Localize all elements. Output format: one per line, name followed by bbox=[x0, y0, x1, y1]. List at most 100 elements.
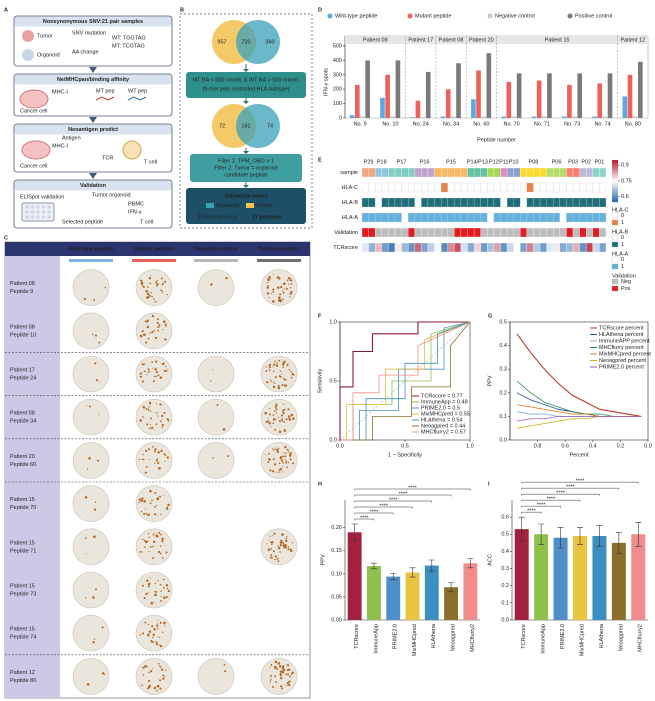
y-tick-label: 500 bbox=[333, 43, 342, 49]
spot bbox=[150, 625, 154, 628]
row-label: Patient 15 bbox=[10, 627, 35, 633]
y-tick-label: 0.5 bbox=[501, 532, 509, 538]
colorbar-segment bbox=[612, 187, 618, 190]
spot bbox=[149, 545, 152, 548]
spot bbox=[272, 370, 275, 373]
sample-cell bbox=[526, 167, 534, 178]
heat-cell bbox=[447, 182, 455, 193]
spot bbox=[152, 540, 156, 543]
bar bbox=[567, 84, 572, 118]
spot bbox=[265, 370, 267, 372]
spot bbox=[104, 673, 106, 676]
spot bbox=[149, 489, 151, 491]
spot bbox=[144, 363, 146, 365]
spot bbox=[144, 333, 147, 336]
bar bbox=[424, 565, 439, 620]
spot bbox=[156, 624, 159, 627]
colorbar-segment bbox=[612, 178, 618, 182]
sample-cell bbox=[579, 167, 587, 178]
spot bbox=[210, 283, 213, 286]
heat-cell bbox=[526, 197, 534, 208]
spot bbox=[88, 405, 91, 408]
step-title: NetMHCpan/binding affinity bbox=[57, 77, 130, 83]
spot bbox=[275, 408, 278, 411]
spot bbox=[269, 541, 272, 544]
bar bbox=[632, 116, 638, 118]
x-tick-label: MHCflurry2 bbox=[470, 624, 476, 652]
plate-well bbox=[41, 210, 46, 214]
heat-cell bbox=[421, 227, 429, 238]
bar bbox=[501, 116, 506, 118]
series-line bbox=[516, 416, 642, 422]
significance-bracket bbox=[354, 512, 394, 515]
sample-cell bbox=[566, 167, 574, 178]
tcell-icon bbox=[122, 140, 142, 160]
spot bbox=[278, 462, 281, 465]
spot bbox=[283, 408, 286, 411]
y-axis-label: PPV bbox=[320, 554, 326, 565]
heat-cell bbox=[553, 227, 560, 238]
venn-count: 74 bbox=[267, 123, 273, 129]
spot bbox=[147, 286, 149, 288]
elispot-well bbox=[197, 269, 235, 306]
spot bbox=[276, 557, 279, 560]
spot bbox=[286, 536, 288, 538]
spot bbox=[161, 414, 164, 418]
group-header bbox=[345, 36, 406, 44]
spot bbox=[270, 292, 272, 294]
spot bbox=[279, 672, 281, 674]
spot bbox=[146, 325, 150, 329]
heat-cell bbox=[559, 212, 567, 223]
heat-cell bbox=[447, 197, 455, 208]
spot bbox=[287, 546, 290, 548]
bar bbox=[561, 116, 567, 118]
x-tick-label: ImmuneApp bbox=[541, 624, 547, 654]
spot bbox=[224, 670, 227, 673]
spot bbox=[280, 459, 284, 462]
spot bbox=[145, 466, 148, 468]
spot bbox=[285, 539, 288, 543]
sample-header: P14/P13 bbox=[467, 159, 488, 165]
heat-cell bbox=[553, 242, 560, 253]
heat-cell bbox=[375, 197, 382, 208]
spot bbox=[286, 288, 289, 290]
series-line bbox=[340, 321, 471, 441]
arrow bbox=[243, 101, 249, 104]
spot bbox=[274, 382, 276, 384]
colorbar-label: 0.6 bbox=[621, 194, 629, 200]
spot bbox=[277, 471, 280, 473]
spot bbox=[272, 291, 274, 293]
x-tick-label: PRIME2.0 bbox=[560, 624, 566, 649]
y-tick-label: 1.0 bbox=[329, 319, 337, 325]
spot bbox=[273, 463, 277, 466]
spot bbox=[164, 365, 167, 368]
spot bbox=[285, 384, 288, 387]
heat-cell bbox=[493, 197, 501, 208]
bar bbox=[607, 73, 613, 118]
bar bbox=[456, 63, 461, 118]
heat-cell bbox=[487, 227, 495, 238]
spot bbox=[274, 448, 277, 451]
spot bbox=[157, 415, 159, 417]
heat-cell bbox=[460, 242, 468, 253]
heat-cell bbox=[546, 197, 554, 208]
legend-marker bbox=[327, 13, 333, 19]
result-text: 37 peptides bbox=[252, 214, 282, 220]
heat-cell bbox=[421, 212, 429, 223]
significance-bracket bbox=[521, 511, 542, 514]
heat-cell bbox=[368, 182, 376, 193]
heat-cell bbox=[553, 212, 560, 223]
spot bbox=[281, 384, 284, 387]
heat-cell bbox=[599, 212, 607, 223]
heat-cell bbox=[394, 197, 402, 208]
spot bbox=[277, 450, 279, 452]
legend-swatch bbox=[611, 263, 619, 270]
heat-cell bbox=[566, 197, 574, 208]
sample-cell bbox=[434, 167, 442, 178]
legend-title: HLA-C bbox=[612, 207, 629, 213]
spot bbox=[166, 587, 169, 590]
spot bbox=[223, 663, 226, 666]
significance-label: **** bbox=[537, 502, 546, 508]
spot bbox=[158, 644, 160, 646]
arrow bbox=[243, 185, 249, 188]
